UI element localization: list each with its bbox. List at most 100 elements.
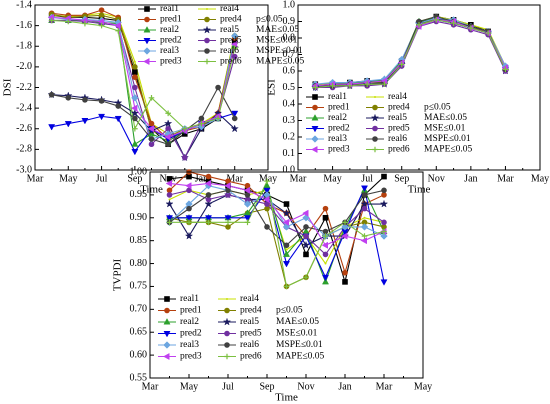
marker (231, 38, 238, 44)
y-tick-label: 0.5 (283, 82, 296, 93)
legend: real1 real4 pred1 pred4 real2 real5 pred2 pred5… (306, 92, 472, 155)
marker (186, 187, 192, 194)
marker (360, 223, 369, 231)
marker (303, 224, 309, 230)
marker (380, 232, 388, 240)
marker (205, 196, 212, 203)
marker (361, 205, 368, 212)
subplot: -3.0 -2.8 -2.6 -2.4 -2.2 -2.0 -1.8 -1.6 -1.4 Mar M… (2, 0, 305, 196)
marker (204, 48, 210, 54)
marker (115, 27, 122, 34)
marker (312, 104, 318, 111)
marker (98, 7, 105, 13)
marker (131, 140, 139, 147)
legend-label: real2 (180, 317, 199, 327)
marker (303, 274, 309, 281)
marker (143, 26, 151, 33)
marker (147, 125, 154, 133)
series-line (315, 20, 506, 89)
marker (264, 224, 270, 230)
legend-label: real4 (220, 4, 239, 14)
marker (206, 8, 208, 10)
x-axis-label: Time (275, 392, 298, 404)
y-tick-label: -2.4 (16, 102, 32, 113)
marker (130, 104, 138, 112)
marker (163, 119, 173, 128)
x-tick-label: Sep (260, 381, 275, 392)
marker (166, 192, 173, 198)
legend-label: pred6 (220, 57, 242, 67)
legend-label: real5 (240, 317, 259, 327)
marker (372, 104, 378, 111)
marker (283, 283, 290, 290)
marker (144, 6, 150, 12)
x-tick-label: May (259, 173, 277, 184)
x-tick-label: Mar (376, 381, 393, 392)
marker (204, 37, 210, 44)
marker (163, 341, 171, 349)
marker (372, 125, 378, 132)
marker (283, 242, 290, 249)
marker (324, 262, 327, 265)
marker (163, 318, 171, 325)
marker (364, 81, 370, 87)
marker (204, 199, 213, 208)
marker (224, 353, 230, 360)
marker (225, 219, 231, 226)
marker (312, 94, 318, 100)
y-tick-label: 0.3 (283, 115, 296, 126)
marker (165, 199, 174, 208)
marker (48, 17, 55, 24)
marker (243, 200, 252, 208)
legend-label: pred5 (388, 124, 410, 134)
marker (321, 277, 330, 285)
marker (131, 94, 139, 102)
marker (185, 215, 193, 222)
marker (416, 18, 422, 25)
annotation: MSE≤0.01 (256, 36, 298, 46)
marker (163, 352, 170, 361)
marker (342, 279, 348, 285)
y-tick-label: 0.8 (283, 32, 296, 43)
marker (322, 205, 329, 212)
marker (98, 22, 105, 29)
marker (468, 25, 474, 31)
marker (64, 121, 72, 128)
marker (381, 219, 387, 226)
y-tick-label: 0.9 (283, 16, 296, 27)
marker (321, 274, 330, 282)
marker (282, 218, 289, 226)
legend-label: pred6 (240, 352, 262, 362)
legend-label: pred1 (180, 306, 202, 316)
series-line (315, 19, 506, 89)
marker (82, 97, 88, 103)
marker (282, 208, 291, 217)
marker (222, 317, 232, 326)
marker (165, 141, 171, 148)
marker (230, 124, 239, 133)
marker (186, 219, 192, 226)
marker (132, 115, 138, 122)
legend-label: real6 (220, 46, 239, 56)
marker (347, 83, 353, 89)
annotation: MAPE≤0.05 (256, 57, 304, 67)
marker (198, 120, 205, 127)
marker (226, 298, 228, 300)
marker (225, 224, 231, 230)
marker (165, 215, 174, 222)
series-line (315, 15, 506, 85)
legend-label: pred2 (160, 36, 182, 46)
y-tick-label: 0.4 (283, 98, 296, 109)
marker (165, 110, 171, 117)
y-tick-label: 0.85 (130, 235, 148, 246)
marker (231, 53, 238, 60)
y-tick-label: 0.80 (130, 258, 148, 269)
x-tick-label: Mar (226, 173, 243, 184)
marker (114, 22, 121, 30)
legend-label: pred5 (240, 329, 262, 339)
marker (82, 20, 88, 27)
y-axis-label: ESI (266, 79, 278, 96)
x-tick-label: Nov (297, 381, 314, 392)
y-tick-label: -2.6 (16, 123, 32, 134)
series-line (169, 182, 385, 246)
